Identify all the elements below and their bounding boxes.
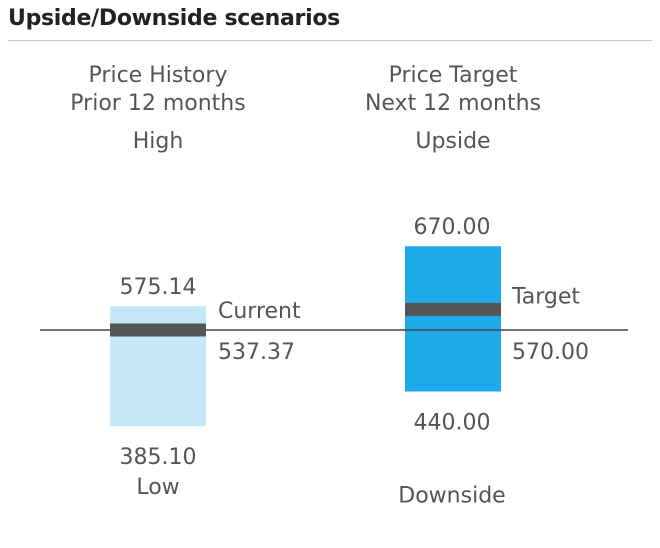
- history-low-label: Low: [136, 475, 179, 500]
- current-label: Current: [218, 299, 301, 324]
- history-heading-line1: Price History: [89, 63, 228, 88]
- chart-title: Upside/Downside scenarios: [8, 6, 340, 31]
- current-value: 537.37: [218, 340, 295, 365]
- target-downside-value: 440.00: [414, 410, 491, 435]
- target-upside-value: 670.00: [414, 215, 491, 240]
- history-high-label: High: [133, 129, 184, 154]
- current-price-marker: [110, 323, 206, 337]
- target-upside-label: Upside: [415, 129, 490, 154]
- target-value: 570.00: [512, 340, 589, 365]
- target-label: Target: [511, 284, 580, 309]
- history-low-value: 385.10: [120, 445, 197, 470]
- target-price-marker: [405, 302, 501, 316]
- target-downside-label: Downside: [398, 483, 505, 508]
- target-heading-line2: Next 12 months: [365, 91, 541, 116]
- history-heading-line2: Prior 12 months: [70, 91, 245, 116]
- target-range-bar: [405, 246, 501, 392]
- title-divider: [8, 40, 652, 41]
- target-heading-line1: Price Target: [389, 63, 518, 88]
- history-high-value: 575.14: [120, 275, 197, 300]
